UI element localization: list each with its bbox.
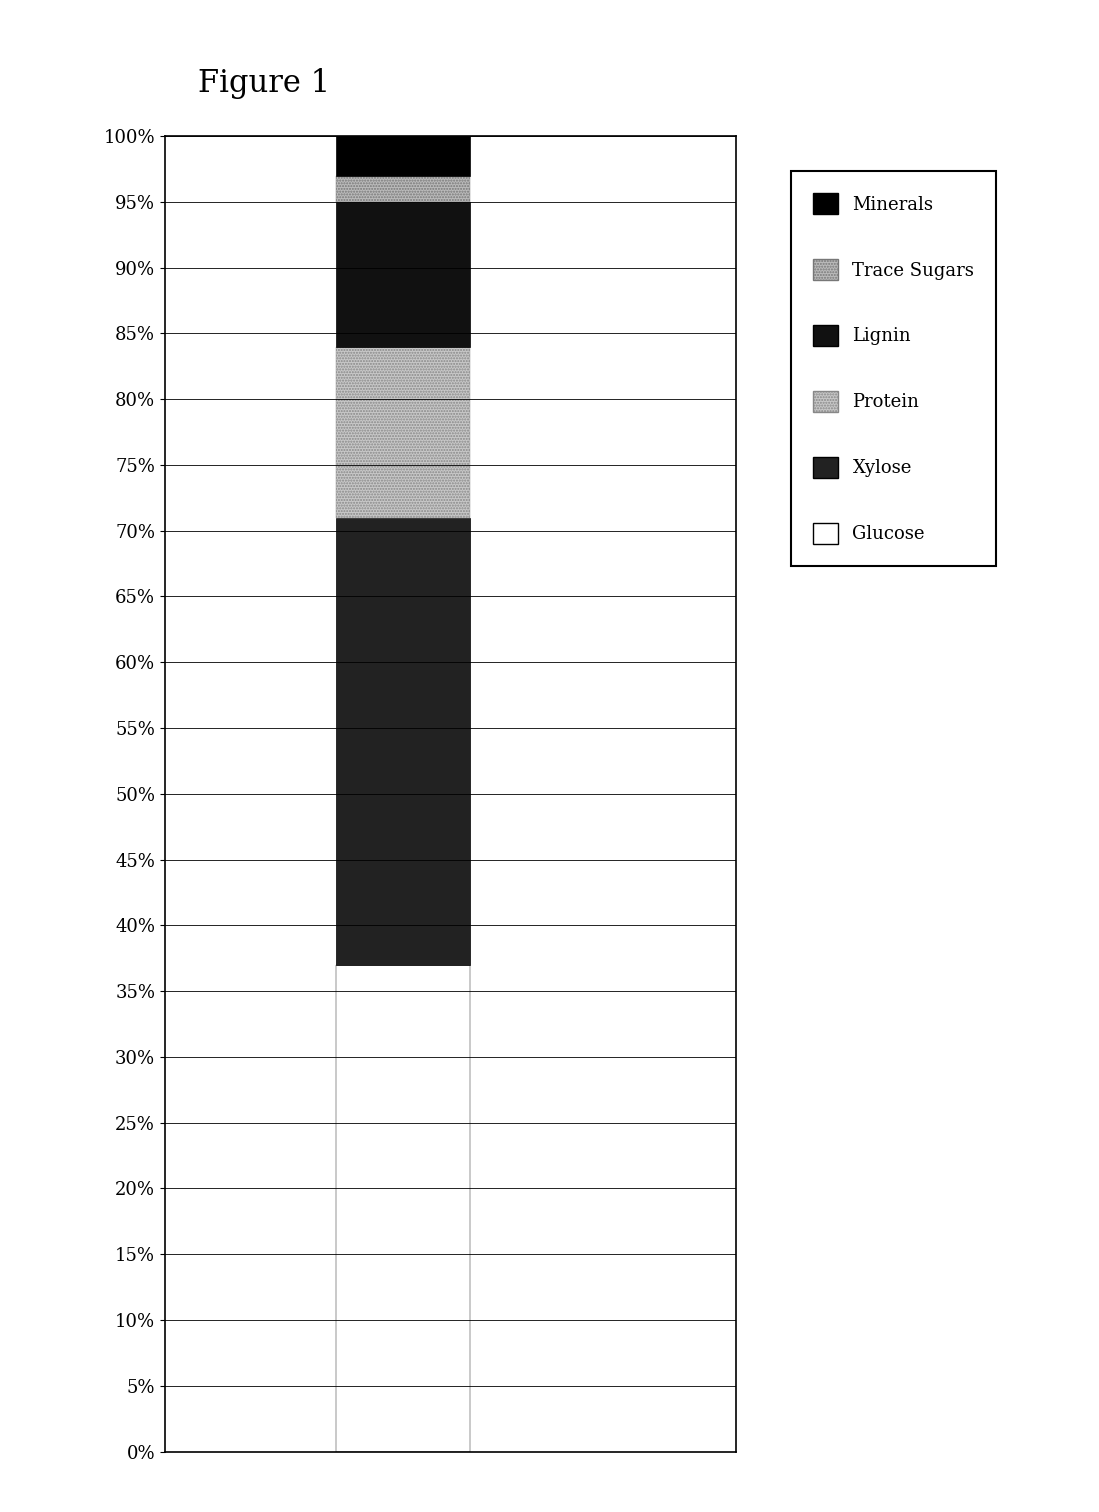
Legend: Minerals, Trace Sugars, Lignin, Protein, Xylose, Glucose: Minerals, Trace Sugars, Lignin, Protein,… bbox=[791, 171, 996, 565]
Bar bbox=[336, 175, 469, 201]
Bar bbox=[336, 346, 469, 517]
Text: Figure 1: Figure 1 bbox=[198, 68, 330, 100]
Bar bbox=[336, 517, 469, 965]
Bar bbox=[336, 136, 469, 175]
Bar bbox=[336, 965, 469, 1452]
Bar bbox=[336, 201, 469, 346]
